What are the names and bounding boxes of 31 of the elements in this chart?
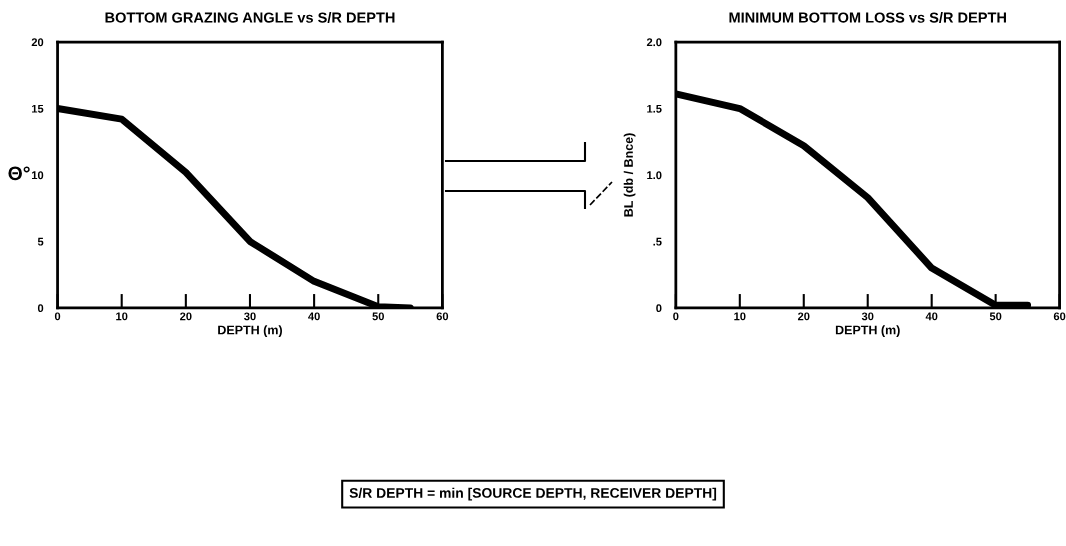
x-tick-label: 30: [244, 312, 256, 321]
x-tick-label: 0: [54, 312, 61, 321]
y-tick-label: 1.0: [647, 171, 662, 180]
chart-title: MINIMUM BOTTOM LOSS vs S/R DEPTH: [729, 12, 1006, 23]
y-tick-label: 0: [37, 304, 44, 313]
x-tick-label: 30: [861, 312, 874, 321]
x-tick-label: 50: [989, 312, 1002, 321]
x-tick-label: 20: [180, 312, 192, 321]
y-tick-label: 15: [32, 104, 44, 113]
text: S/R DEPTH = min [SOURCE DEPTH, RECEIVER DEPTH]: [349, 487, 717, 501]
x-tick-label: 0: [673, 312, 679, 321]
x-tick-label: 40: [925, 312, 938, 321]
x-tick-label: 10: [116, 312, 128, 321]
y-tick-label: 5: [37, 237, 44, 246]
x-axis-title: DEPTH (m): [218, 325, 282, 337]
y-axis-title: BL (db / Bnce): [623, 133, 636, 217]
x-axis-title: DEPTH (m): [835, 325, 900, 337]
x-tick-label: 10: [734, 312, 746, 321]
x-tick-label: 40: [308, 312, 320, 321]
y-tick-label: 20: [31, 38, 44, 47]
x-tick-label: 60: [1053, 312, 1066, 321]
y-tick-label: 0: [656, 304, 662, 313]
x-tick-label: 20: [797, 312, 810, 321]
y-tick-label: .5: [653, 237, 662, 246]
x-tick-label: 60: [436, 312, 449, 321]
y-tick-label: 10: [32, 171, 44, 180]
y-tick-label: 2.0: [646, 38, 662, 47]
y-axis-title: Θ°: [8, 166, 30, 181]
chart-title: BOTTOM GRAZING ANGLE vs S/R DEPTH: [105, 12, 395, 23]
y-tick-label: 1.5: [647, 104, 662, 113]
x-tick-label: 50: [372, 312, 384, 321]
